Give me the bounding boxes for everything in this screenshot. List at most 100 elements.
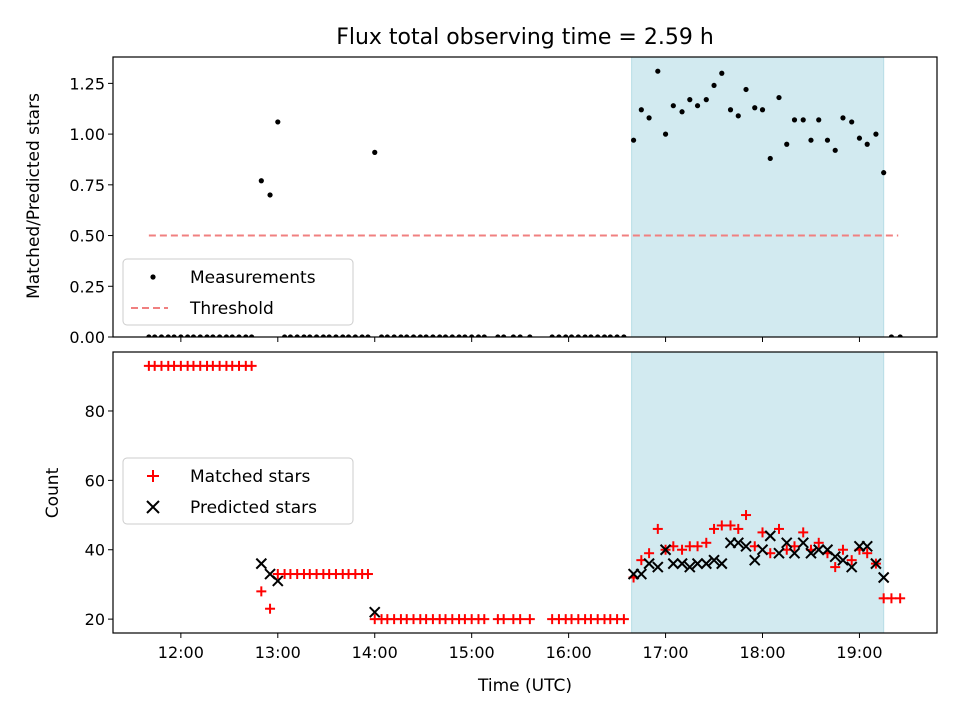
top-series-measurements-point-24 xyxy=(307,334,313,337)
bottom-series-matched-stars-point-72 xyxy=(652,523,663,534)
bottom-legend: Matched stars Predicted stars xyxy=(122,457,354,525)
top-series-measurements-point-7 xyxy=(190,334,197,337)
bottom-series-predicted-stars-point-14 xyxy=(708,554,720,566)
top-series-measurements-point-93 xyxy=(824,137,831,143)
bottom-series-matched-stars-point-16 xyxy=(246,360,257,371)
top-series-measurements-point-80 xyxy=(719,70,725,76)
bottom-series-predicted-stars-point-22 xyxy=(773,547,785,559)
top-series-measurements-point-77 xyxy=(694,103,701,109)
bottom-ytick-label-0: 20 xyxy=(85,610,105,629)
top-series-measurements-point-82 xyxy=(735,113,741,119)
bottom-series-predicted-stars-point-23 xyxy=(781,537,793,549)
top-series-measurements-point-43 xyxy=(430,334,436,337)
top-series-measurements-point-87 xyxy=(776,94,782,101)
xtick-label-2: 14:00 xyxy=(352,643,398,662)
top-series-measurements-point-59 xyxy=(563,334,569,337)
bottom-series-predicted-stars-point-8 xyxy=(659,544,672,556)
top-series-measurements-point-70 xyxy=(638,107,644,113)
bottom-series-matched-stars-point-81 xyxy=(725,520,736,531)
top-series-measurements-point-88 xyxy=(784,141,790,147)
bottom-legend-label-1: Predicted stars xyxy=(190,498,317,518)
bottom-series-matched-stars-point-75 xyxy=(677,544,688,555)
top-series-measurements-point-85 xyxy=(759,107,766,113)
top-shaded-region xyxy=(631,56,885,338)
top-series-measurements-point-64 xyxy=(595,334,601,337)
top-series-measurements-point-98 xyxy=(864,141,870,147)
top-series-measurements-point-58 xyxy=(556,334,562,337)
bottom-series-matched-stars-point-92 xyxy=(813,537,824,548)
bottom-series-matched-stars-point-33 xyxy=(362,569,373,580)
top-series-measurements-point-60 xyxy=(568,334,575,337)
top-series-measurements-point-14 xyxy=(236,334,242,337)
x-axis-label: Time (UTC) xyxy=(477,676,572,696)
top-series-measurements-point-47 xyxy=(456,334,462,337)
bottom-series-matched-stars-point-17 xyxy=(256,586,267,597)
top-series-measurements-point-61 xyxy=(575,334,581,337)
top-series-measurements-point-45 xyxy=(442,334,449,337)
top-series-measurements-point-55 xyxy=(517,334,523,337)
top-series-measurements-point-67 xyxy=(614,334,620,337)
top-plot-area xyxy=(146,68,903,337)
top-series-measurements-point-75 xyxy=(679,109,685,115)
top-series-measurements-point-89 xyxy=(791,117,798,123)
top-series-measurements-point-72 xyxy=(655,68,661,74)
top-series-measurements-point-78 xyxy=(703,97,709,103)
top-series-measurements-point-95 xyxy=(840,115,846,121)
xtick-label-1: 13:00 xyxy=(255,643,301,662)
bottom-legend-box xyxy=(122,457,354,525)
bottom-series-predicted-stars-point-24 xyxy=(788,547,801,559)
top-series-measurements-point-41 xyxy=(417,334,423,337)
bottom-series-matched-stars-point-83 xyxy=(741,510,752,521)
top-series-measurements-point-86 xyxy=(767,155,773,162)
top-series-measurements-point-71 xyxy=(646,115,652,121)
bottom-series-predicted-stars-point-33 xyxy=(861,540,873,552)
top-series-measurements-point-10 xyxy=(210,334,216,337)
top-series-measurements-point-50 xyxy=(475,334,482,337)
bottom-series-predicted-stars-point-5 xyxy=(635,568,648,580)
bottom-series-predicted-stars-point-19 xyxy=(749,554,761,566)
top-ytick-label-3: 0.75 xyxy=(69,176,105,195)
bottom-series-matched-stars-point-68 xyxy=(618,614,629,625)
bottom-series-matched-stars-point-56 xyxy=(524,614,535,625)
top-ytick-label-5: 1.25 xyxy=(69,74,105,93)
top-series-measurements-point-69 xyxy=(630,137,637,143)
top-axes-frame xyxy=(112,56,938,338)
top-series-measurements-point-83 xyxy=(743,86,749,93)
bottom-series-predicted-stars-point-29 xyxy=(829,550,841,563)
top-series-measurements-point-17 xyxy=(258,178,264,184)
top-series-measurements-point-57 xyxy=(549,334,555,337)
bottom-series-predicted-stars-point-3 xyxy=(369,606,381,618)
top-series-measurements-point-29 xyxy=(340,334,346,337)
top-series-measurements-point-63 xyxy=(588,334,594,337)
top-series-measurements-point-18 xyxy=(267,192,273,198)
top-series-measurements-point-31 xyxy=(352,334,358,337)
bottom-legend-marker-0 xyxy=(147,470,159,482)
bottom-series-predicted-stars-point-25 xyxy=(797,537,809,549)
xtick-label-4: 16:00 xyxy=(546,643,592,662)
top-series-measurements-point-0 xyxy=(146,334,152,337)
bottom-series-predicted-stars-point-10 xyxy=(676,557,688,570)
top-series-measurements-point-101 xyxy=(888,334,895,337)
top-series-measurements-point-51 xyxy=(481,334,487,337)
bottom-series-matched-stars-point-51 xyxy=(479,614,490,625)
top-series-measurements-point-92 xyxy=(816,117,822,123)
bottom-series-predicted-stars-point-21 xyxy=(764,530,776,542)
bottom-series-matched-stars-point-96 xyxy=(846,555,857,566)
bottom-series-matched-stars-point-102 xyxy=(895,593,906,604)
bottom-series-matched-stars-point-87 xyxy=(773,523,784,534)
bottom-series-predicted-stars-point-27 xyxy=(813,544,825,556)
top-series-measurements-point-16 xyxy=(249,334,255,337)
bottom-series-predicted-stars-point-9 xyxy=(667,557,680,570)
bottom-shaded-region xyxy=(631,351,885,634)
bottom-series-predicted-stars-point-20 xyxy=(756,544,769,556)
top-series-measurements-point-20 xyxy=(281,334,288,337)
top-series-measurements-point-96 xyxy=(849,119,855,125)
top-series-measurements-point-79 xyxy=(711,82,717,89)
top-series-measurements-point-84 xyxy=(752,105,758,111)
top-series-measurements-point-53 xyxy=(501,334,507,337)
top-series-measurements-point-81 xyxy=(727,107,734,113)
bottom-series-matched-stars-point-71 xyxy=(644,548,655,559)
bottom-series-predicted-stars-point-12 xyxy=(691,557,704,570)
top-series-measurements-point-5 xyxy=(178,334,184,337)
bottom-series-matched-stars-point-101 xyxy=(886,593,897,604)
